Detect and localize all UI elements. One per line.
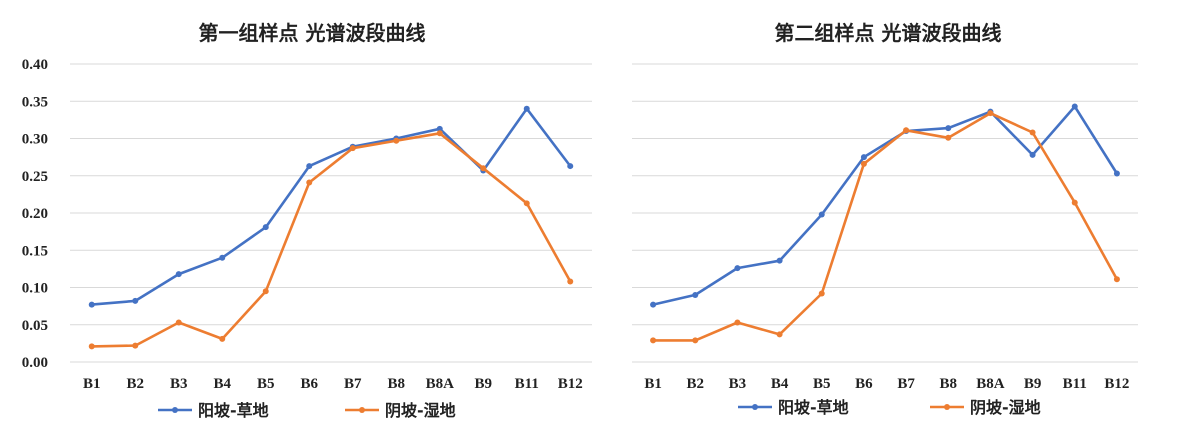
data-point bbox=[818, 211, 825, 218]
y-tick-label: 0.05 bbox=[22, 318, 48, 334]
legend-marker bbox=[172, 407, 178, 413]
x-tick-label: B5 bbox=[257, 376, 275, 392]
data-point bbox=[818, 290, 825, 297]
x-tick-label: B11 bbox=[515, 376, 539, 392]
data-point bbox=[903, 127, 910, 134]
legend-label: 阴坡-湿地 bbox=[385, 401, 456, 420]
data-point bbox=[776, 331, 783, 338]
chart-1: 第一组样点 光谱波段曲线 0.00 0.05 0.10 0.15 0.20 0.25 0.30… bbox=[22, 21, 592, 420]
data-point bbox=[523, 105, 530, 112]
data-point bbox=[132, 342, 139, 349]
x-tick-label: B12 bbox=[1104, 376, 1129, 392]
y-tick-label: 0.15 bbox=[22, 243, 48, 259]
data-point bbox=[567, 163, 574, 170]
data-point bbox=[436, 130, 443, 137]
x-tick-label: B11 bbox=[1063, 376, 1087, 392]
x-tick-label: B1 bbox=[644, 376, 662, 392]
data-point bbox=[175, 319, 182, 326]
x-tick-label: B3 bbox=[170, 376, 188, 392]
x-tick-label: B8 bbox=[387, 376, 405, 392]
data-point bbox=[219, 254, 226, 261]
x-tick-label: B9 bbox=[1024, 376, 1042, 392]
y-tick-label: 0.20 bbox=[22, 206, 48, 222]
data-point bbox=[393, 137, 400, 144]
chart-2: 第二组样点 光谱波段曲线 B1 B2 B3 B4 B5 B6 B7 B8 B8A B9 B11 B12 阳… bbox=[632, 21, 1138, 417]
data-point bbox=[567, 278, 574, 285]
legend-marker bbox=[944, 404, 950, 410]
chart-panel-1: 第一组样点 光谱波段曲线 0.00 0.05 0.10 0.15 0.20 0.25 0.30… bbox=[22, 21, 592, 420]
data-point bbox=[734, 319, 741, 326]
x-tick-label: B7 bbox=[344, 376, 362, 392]
y-tick-label: 0.40 bbox=[22, 57, 48, 73]
data-point bbox=[262, 224, 269, 231]
data-point bbox=[1113, 170, 1120, 177]
y-tick-label: 0.30 bbox=[22, 132, 48, 148]
chart-title: 第二组样点 光谱波段曲线 bbox=[775, 21, 1002, 45]
data-point bbox=[650, 301, 657, 308]
data-point bbox=[132, 297, 139, 304]
data-point bbox=[1029, 129, 1036, 136]
x-tick-label: B7 bbox=[897, 376, 915, 392]
x-tick-label: B2 bbox=[126, 376, 144, 392]
x-tick-label: B4 bbox=[213, 376, 231, 392]
chart-panel-2: 第二组样点 光谱波段曲线 B1 B2 B3 B4 B5 B6 B7 B8 B8A B9 B11 B12 阳… bbox=[610, 0, 1180, 438]
series-line bbox=[651, 105, 1119, 306]
data-point bbox=[436, 125, 443, 132]
y-tick-label: 0.25 bbox=[22, 169, 48, 185]
data-point bbox=[1071, 103, 1078, 110]
data-point bbox=[734, 265, 741, 272]
data-point bbox=[219, 335, 226, 342]
data-point bbox=[1071, 199, 1078, 206]
data-point bbox=[306, 163, 313, 170]
chart-title: 第一组样点 光谱波段曲线 bbox=[199, 21, 426, 45]
y-tick-label: 0.35 bbox=[22, 94, 48, 110]
x-tick-label: B12 bbox=[558, 376, 583, 392]
data-point bbox=[987, 110, 994, 117]
y-tick-label: 0.00 bbox=[22, 355, 48, 371]
data-point bbox=[480, 165, 487, 172]
series-line bbox=[651, 111, 1119, 342]
series-line bbox=[90, 107, 572, 306]
x-tick-label: B9 bbox=[474, 376, 492, 392]
data-point bbox=[692, 291, 699, 298]
data-point bbox=[1029, 151, 1036, 158]
legend-label: 阳坡-草地 bbox=[778, 398, 849, 417]
legend-label: 阳坡-草地 bbox=[198, 401, 269, 420]
data-point bbox=[776, 257, 783, 264]
data-point bbox=[262, 288, 269, 295]
data-point bbox=[88, 343, 95, 350]
series-line bbox=[90, 132, 572, 348]
data-point bbox=[306, 179, 313, 186]
data-point bbox=[523, 200, 530, 207]
data-point bbox=[175, 271, 182, 278]
legend-marker bbox=[359, 407, 365, 413]
data-point bbox=[349, 145, 356, 152]
y-tick-label: 0.10 bbox=[22, 281, 48, 297]
x-tick-label: B6 bbox=[300, 376, 318, 392]
x-tick-label: B1 bbox=[83, 376, 101, 392]
x-tick-label: B2 bbox=[686, 376, 704, 392]
x-tick-label: B3 bbox=[729, 376, 747, 392]
legend-marker bbox=[752, 404, 758, 410]
data-point bbox=[945, 134, 952, 141]
data-point bbox=[860, 154, 867, 161]
data-point bbox=[692, 337, 699, 344]
data-point bbox=[945, 125, 952, 132]
x-tick-label: B8 bbox=[939, 376, 957, 392]
legend-label: 阴坡-湿地 bbox=[970, 398, 1041, 417]
x-tick-label: B8A bbox=[976, 376, 1005, 392]
x-tick-label: B8A bbox=[426, 376, 455, 392]
x-tick-label: B4 bbox=[771, 376, 789, 392]
x-tick-label: B5 bbox=[813, 376, 831, 392]
data-point bbox=[88, 301, 95, 308]
x-tick-label: B6 bbox=[855, 376, 873, 392]
data-point bbox=[1113, 276, 1120, 283]
data-point bbox=[860, 160, 867, 167]
data-point bbox=[650, 337, 657, 344]
